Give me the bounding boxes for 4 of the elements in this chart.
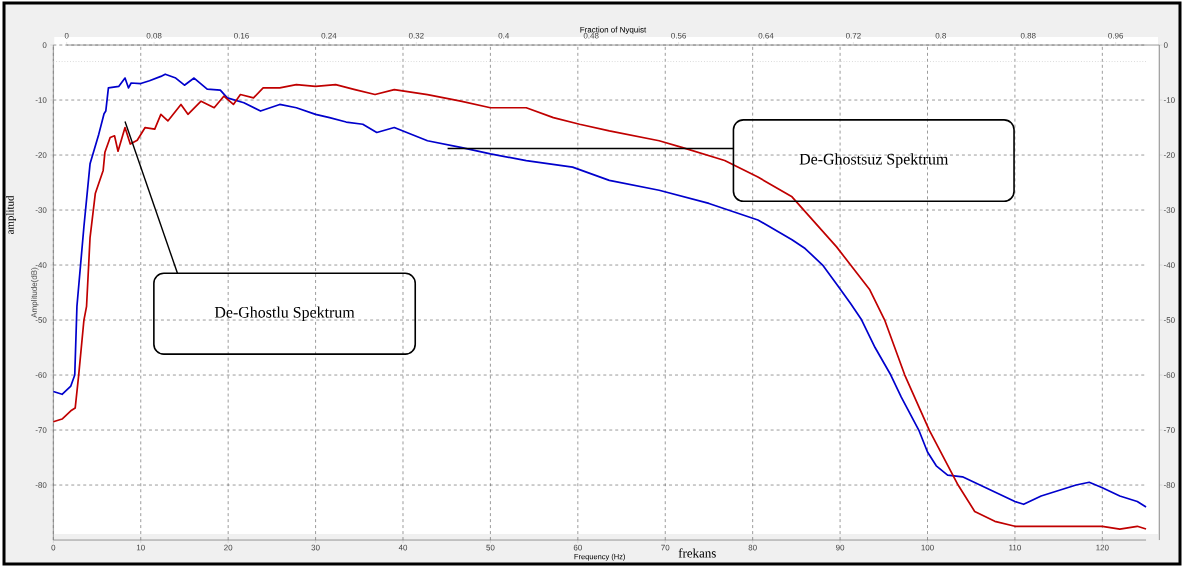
annotation: De-Ghostlu Spektrum — [214, 306, 355, 321]
text: amplitud — [6, 195, 16, 235]
annotation: De-Ghostsuz Spektrum — [799, 153, 949, 168]
text: frekans — [678, 548, 716, 558]
